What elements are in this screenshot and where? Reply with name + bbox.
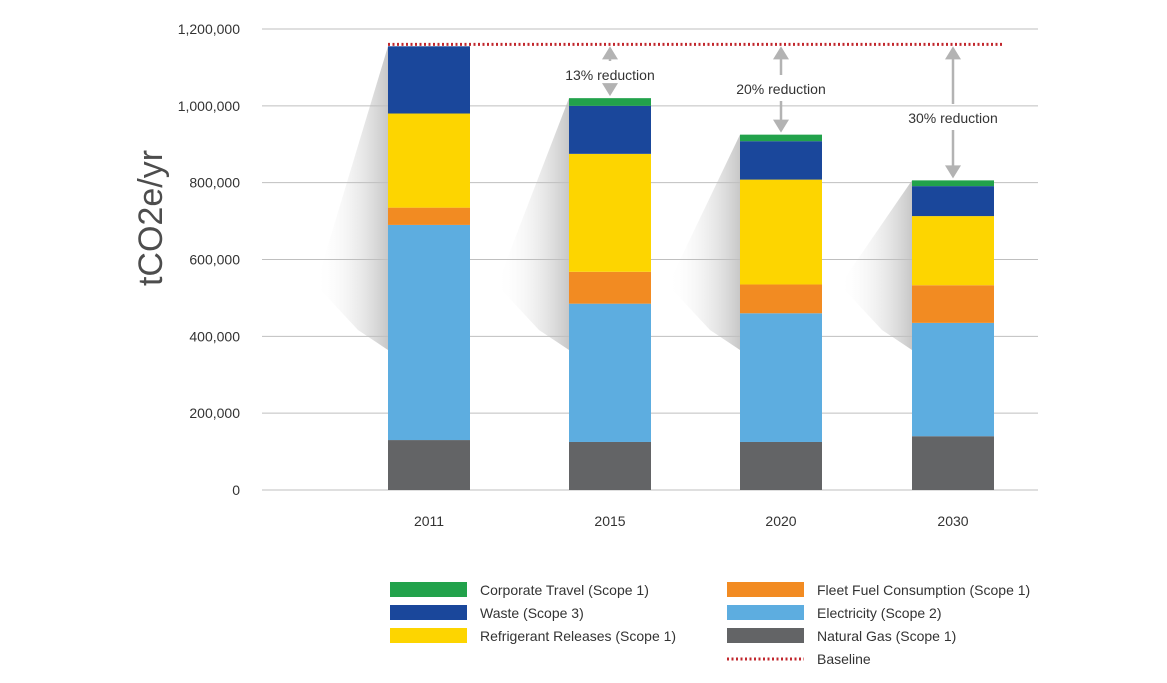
legend: Corporate Travel (Scope 1) Waste (Scope 3… <box>390 582 1030 667</box>
y-tick-label: 200,000 <box>189 405 240 421</box>
reduction-label: 30% reduction <box>908 110 998 126</box>
legend-label: Fleet Fuel Consumption (Scope 1) <box>817 582 1030 598</box>
legend-swatch <box>727 628 804 643</box>
y-tick-label: 1,200,000 <box>178 21 240 37</box>
legend-label: Natural Gas (Scope 1) <box>817 628 956 644</box>
bar-segment <box>388 113 470 208</box>
bar-segment <box>388 46 470 114</box>
reduction-down-arrow-head <box>945 165 961 179</box>
bar-segment <box>912 180 994 187</box>
y-tick-label: 600,000 <box>189 252 240 268</box>
legend-swatch <box>727 582 804 597</box>
bar-segment <box>740 134 822 142</box>
bar-shadows <box>316 46 912 351</box>
legend-label: Refrigerant Releases (Scope 1) <box>480 628 676 644</box>
bar-shadow <box>316 46 388 350</box>
bar-shadow <box>497 98 569 351</box>
bar-segment <box>569 441 651 490</box>
bar-segment <box>740 284 822 314</box>
bar-segment <box>388 224 470 441</box>
bar-segment <box>569 153 651 272</box>
reduction-label: 20% reduction <box>736 81 826 97</box>
legend-label: Waste (Scope 3) <box>480 605 584 621</box>
reduction-down-arrow-head <box>773 119 789 133</box>
bar-segment <box>912 186 994 217</box>
y-tick-label: 1,000,000 <box>178 98 240 114</box>
bar-segment <box>569 105 651 154</box>
bar-segment <box>569 98 651 106</box>
bar-segment <box>740 313 822 442</box>
reduction-annotations: 13% reduction 20% reduction 30% reduction <box>565 46 998 179</box>
x-tick-label: 2020 <box>765 513 796 529</box>
bar-segment <box>912 322 994 437</box>
bar-segment <box>912 436 994 490</box>
bar-shadow <box>668 134 740 350</box>
bar-segment <box>388 440 470 490</box>
legend-swatch <box>727 605 804 620</box>
reduction-label: 13% reduction <box>565 67 655 83</box>
bar-segment <box>388 207 470 225</box>
x-tick-label: 2011 <box>414 513 444 529</box>
reduction-up-arrow-head <box>602 46 618 60</box>
bar-segment <box>912 285 994 323</box>
bar-segment <box>740 141 822 180</box>
bar-segment <box>569 303 651 442</box>
bar-shadow <box>840 180 912 350</box>
legend-swatch <box>390 582 467 597</box>
bar-segment <box>569 271 651 304</box>
x-tick-label: 2015 <box>594 513 625 529</box>
reduction-down-arrow-head <box>602 83 618 97</box>
reduction-up-arrow-head <box>945 46 961 60</box>
legend-label: Corporate Travel (Scope 1) <box>480 582 649 598</box>
bar-segment <box>740 179 822 285</box>
x-axis-ticks: 2011 2015 2020 2030 <box>414 513 969 529</box>
y-axis-ticks: 0 200,000 400,000 600,000 800,000 1,000,000 1,… <box>178 21 241 498</box>
bars <box>388 46 994 490</box>
legend-swatch <box>390 628 467 643</box>
y-axis-label: tCO2e/yr <box>132 150 170 286</box>
x-tick-label: 2030 <box>937 513 968 529</box>
legend-swatch <box>390 605 467 620</box>
legend-label: Electricity (Scope 2) <box>817 605 941 621</box>
bar-segment <box>912 216 994 286</box>
y-tick-label: 800,000 <box>189 175 240 191</box>
reduction-up-arrow-head <box>773 46 789 60</box>
bar-segment <box>740 441 822 490</box>
y-tick-label: 0 <box>232 482 240 498</box>
y-tick-label: 400,000 <box>189 328 240 344</box>
legend-label: Baseline <box>817 651 871 667</box>
